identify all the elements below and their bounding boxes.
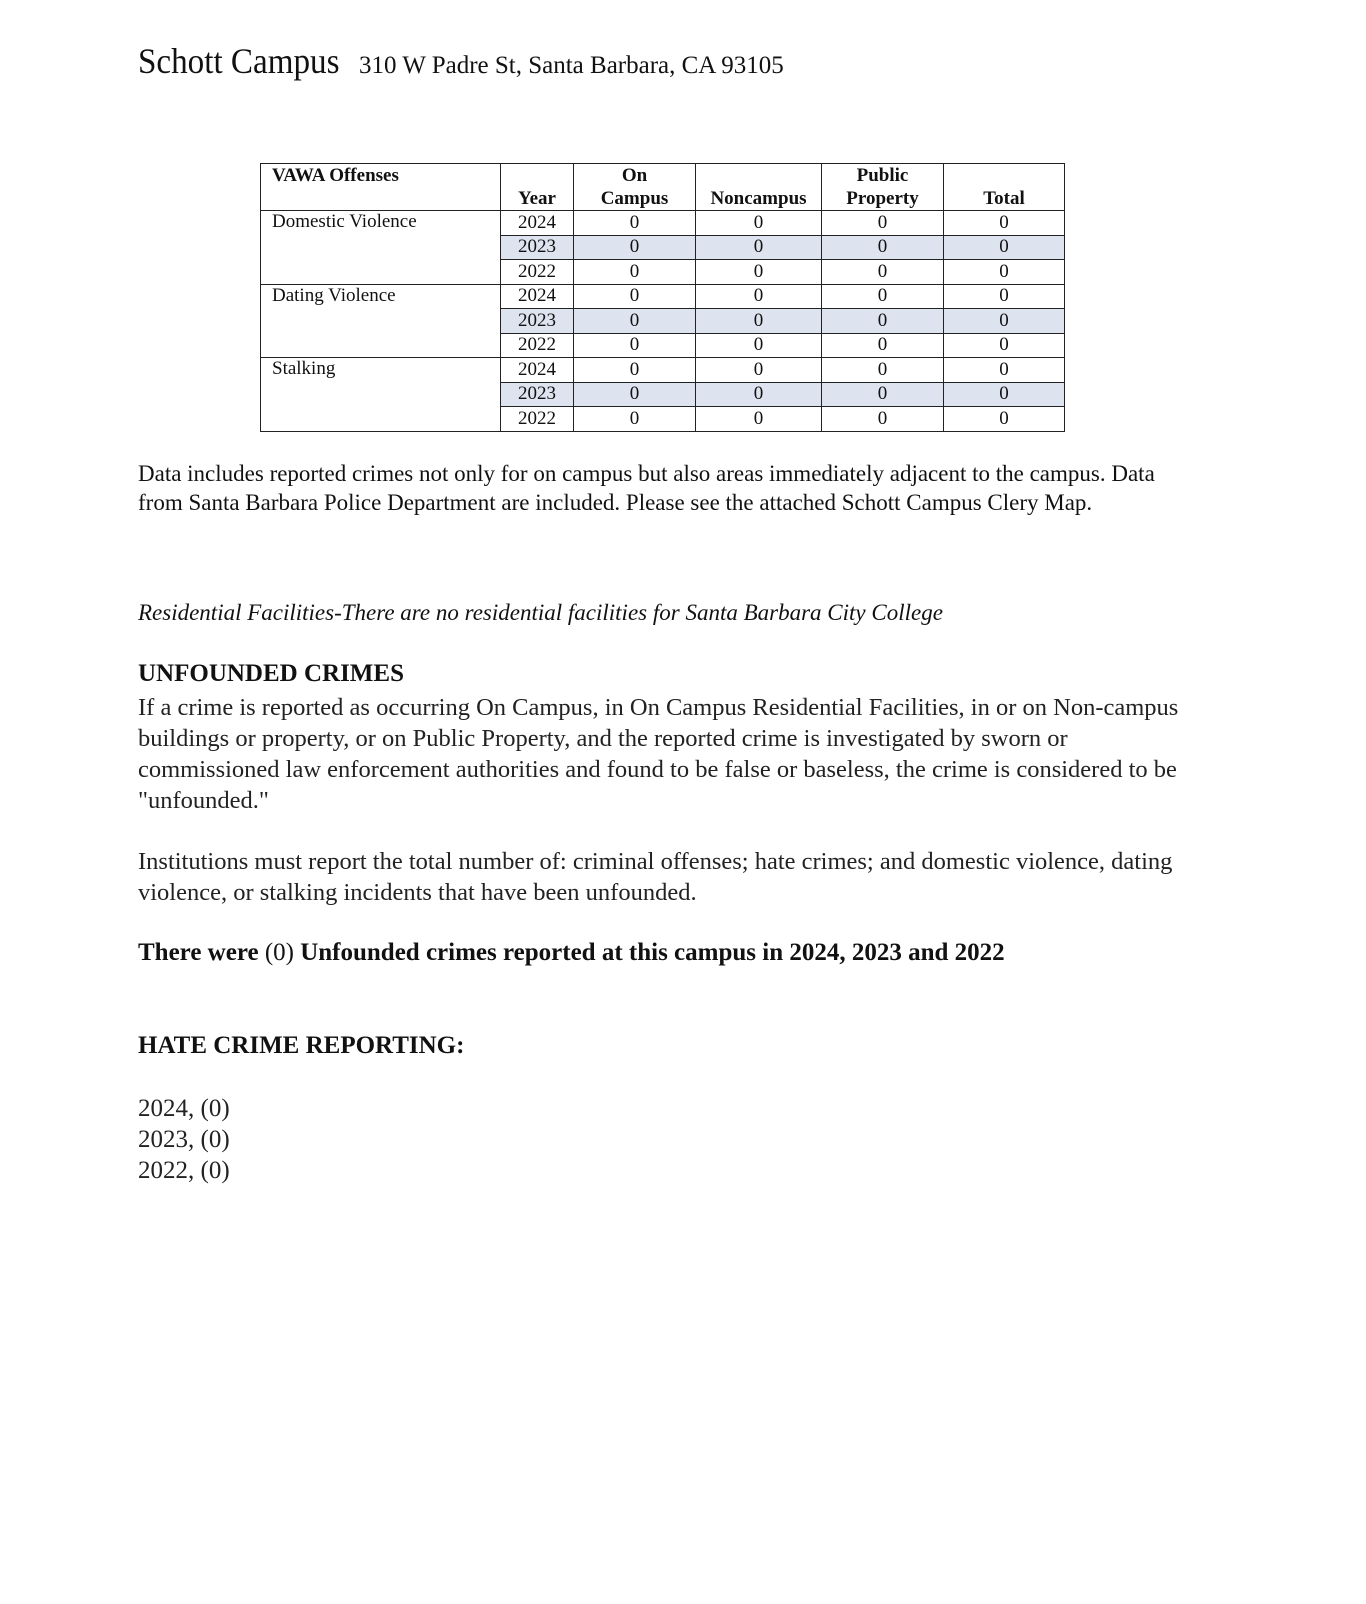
hate-crime-heading: HATE CRIME REPORTING:	[138, 1032, 465, 1059]
total-cell: 0	[943, 234, 1065, 260]
year-cell: 2022	[500, 332, 574, 358]
institutions-requirement: Institutions must report the total numbe…	[138, 848, 1173, 906]
public-property-cell: 0	[821, 381, 944, 407]
noncampus-cell: 0	[695, 357, 822, 383]
header-year: Year	[500, 163, 574, 211]
header-text: Year	[518, 188, 556, 209]
public-property-cell: 0	[821, 234, 944, 260]
on-campus-cell: 0	[573, 234, 696, 260]
hate-crime-item: 2023, (0)	[138, 1126, 230, 1153]
noncampus-cell: 0	[695, 332, 822, 358]
page-title: Schott Campus 310 W Padre St, Santa Barb…	[138, 40, 784, 82]
table-header-row: VAWA Offenses Year On Campus Noncampus Public…	[260, 163, 1065, 211]
table-row: Domestic Violence 2024 0 0 0 0	[260, 210, 1065, 285]
header-total: Total	[943, 163, 1065, 211]
year-cell: 2022	[500, 259, 574, 285]
public-property-cell: 0	[821, 259, 944, 285]
campus-address: 310 W Padre St, Santa Barbara, CA 93105	[359, 52, 784, 79]
total-cell: 0	[943, 308, 1065, 334]
header-text: Property	[846, 188, 919, 209]
year-cell: 2023	[500, 381, 574, 407]
total-cell: 0	[943, 406, 1065, 432]
campus-name: Schott Campus	[138, 41, 340, 81]
year-cell: 2024	[500, 283, 574, 309]
year-cell: 2024	[500, 357, 574, 383]
on-campus-cell: 0	[573, 210, 696, 236]
on-campus-cell: 0	[573, 308, 696, 334]
offense-cell: Domestic Violence	[260, 210, 501, 285]
year-cell: 2023	[500, 234, 574, 260]
year-cell: 2023	[500, 308, 574, 334]
unfounded-definition: If a crime is reported as occurring On C…	[138, 694, 1179, 814]
noncampus-cell: 0	[695, 381, 822, 407]
total-cell: 0	[943, 381, 1065, 407]
on-campus-cell: 0	[573, 259, 696, 285]
noncampus-cell: 0	[695, 406, 822, 432]
table-row: 2023 0 0 0 0	[261, 308, 1065, 334]
data-note: Data includes reported crimes not only f…	[138, 461, 1155, 515]
total-cell: 0	[943, 332, 1065, 358]
table-row: 2022 0 0 0 0	[261, 259, 1065, 285]
table-row: Stalking 2024 0 0 0 0	[260, 357, 1065, 432]
offense-cell: Stalking	[260, 357, 501, 432]
noncampus-cell: 0	[695, 283, 822, 309]
noncampus-cell: 0	[695, 308, 822, 334]
residential-note: Residential Facilities-There are no resi…	[138, 600, 943, 625]
table-row: 2022 0 0 0 0	[261, 332, 1065, 358]
header-text: On	[621, 165, 648, 186]
public-property-cell: 0	[821, 332, 944, 358]
total-cell: 0	[943, 210, 1065, 236]
hate-crime-list: 2024, (0) 2023, (0) 2022, (0)	[138, 1093, 230, 1186]
public-property-cell: 0	[821, 406, 944, 432]
table-row: 2022 0 0 0 0	[261, 406, 1065, 432]
public-property-cell: 0	[821, 210, 944, 236]
offense-cell: Dating Violence	[260, 283, 501, 358]
year-cell: 2024	[500, 210, 574, 236]
table-row: 2023 0 0 0 0	[261, 234, 1065, 260]
hate-crime-item: 2024, (0)	[138, 1095, 230, 1122]
on-campus-cell: 0	[573, 283, 696, 309]
statement-count: (0)	[264, 939, 294, 966]
vawa-offenses-table: VAWA Offenses Year On Campus Noncampus Public…	[260, 163, 1065, 432]
on-campus-cell: 0	[573, 332, 696, 358]
header-on-campus: On Campus	[573, 163, 696, 211]
header-noncampus: Noncampus	[695, 163, 822, 211]
on-campus-cell: 0	[573, 406, 696, 432]
table-row: 2023 0 0 0 0	[261, 381, 1065, 407]
noncampus-cell: 0	[695, 210, 822, 236]
header-text: Campus	[600, 188, 669, 209]
header-text: Total	[983, 188, 1025, 209]
header-text: Public	[856, 165, 909, 186]
header-offenses: VAWA Offenses	[260, 163, 501, 211]
noncampus-cell: 0	[695, 234, 822, 260]
header-public-property: Public Property	[821, 163, 944, 211]
header-text: Noncampus	[710, 188, 807, 209]
public-property-cell: 0	[821, 308, 944, 334]
public-property-cell: 0	[821, 357, 944, 383]
statement-part-a: There were	[138, 939, 265, 966]
hate-crime-item: 2022, (0)	[138, 1157, 230, 1184]
noncampus-cell: 0	[695, 259, 822, 285]
year-cell: 2022	[500, 406, 574, 432]
unfounded-statement: There were (0) Unfounded crimes reported…	[138, 939, 1005, 967]
total-cell: 0	[943, 357, 1065, 383]
table-row: Dating Violence 2024 0 0 0 0	[260, 283, 1065, 358]
on-campus-cell: 0	[573, 357, 696, 383]
total-cell: 0	[943, 283, 1065, 309]
public-property-cell: 0	[821, 283, 944, 309]
header-text: VAWA Offenses	[272, 165, 399, 186]
statement-part-b: Unfounded crimes reported at this campus…	[293, 939, 1005, 966]
total-cell: 0	[943, 259, 1065, 285]
unfounded-heading: UNFOUNDED CRIMES	[138, 660, 404, 687]
on-campus-cell: 0	[573, 381, 696, 407]
